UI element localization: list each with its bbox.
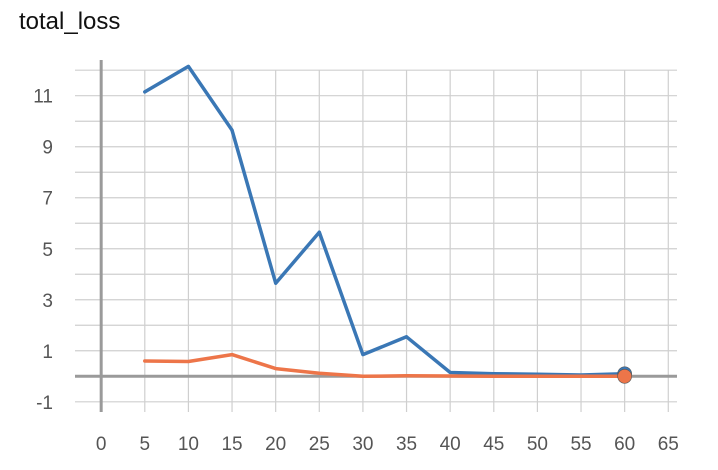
data-point [361,353,365,357]
y-tick-label: 3 [42,291,53,312]
data-point [274,281,278,285]
data-point [361,374,365,378]
data-point [317,230,321,234]
data-point [579,374,583,378]
data-point [230,353,234,357]
data-point [492,372,496,376]
x-tick-label: 65 [658,434,679,455]
y-tick-label: 9 [42,138,53,159]
x-tick-label: 10 [178,434,199,455]
data-point [186,359,190,363]
grid [75,69,677,412]
data-point [274,367,278,371]
x-tick-label: 35 [396,434,417,455]
y-tick-label: -1 [36,393,53,414]
y-tick-label: 11 [33,87,53,108]
axes [75,60,677,412]
series-end-marker-2 [617,368,632,384]
y-tick-label: 5 [42,240,53,261]
x-tick-label: 30 [352,434,373,455]
chart-title: total_loss [19,8,121,35]
data-point [230,128,234,132]
data-point [492,374,496,378]
data-point [143,90,147,94]
x-tick-label: 45 [483,434,504,455]
x-tick-label: 0 [96,434,107,455]
x-tick-label: 15 [221,434,242,455]
series-line-2 [143,352,627,379]
x-tick-label: 40 [440,434,461,455]
data-point [535,374,539,378]
x-tick-label: 55 [570,434,591,455]
data-point [405,335,409,339]
x-tick-label: 25 [309,434,330,455]
data-point [186,64,190,68]
data-point [143,359,147,363]
x-tick-label: 50 [527,434,548,455]
series [143,64,632,384]
data-point [405,374,409,378]
data-point [317,371,321,375]
y-tick-label: 7 [42,189,53,210]
series-line-1 [143,64,627,377]
x-tick-label: 5 [140,434,151,455]
y-tick-label: 1 [42,342,53,363]
data-point [448,374,452,378]
data-point [448,370,452,374]
x-tick-label: 60 [614,434,635,455]
x-tick-label: 20 [265,434,286,455]
